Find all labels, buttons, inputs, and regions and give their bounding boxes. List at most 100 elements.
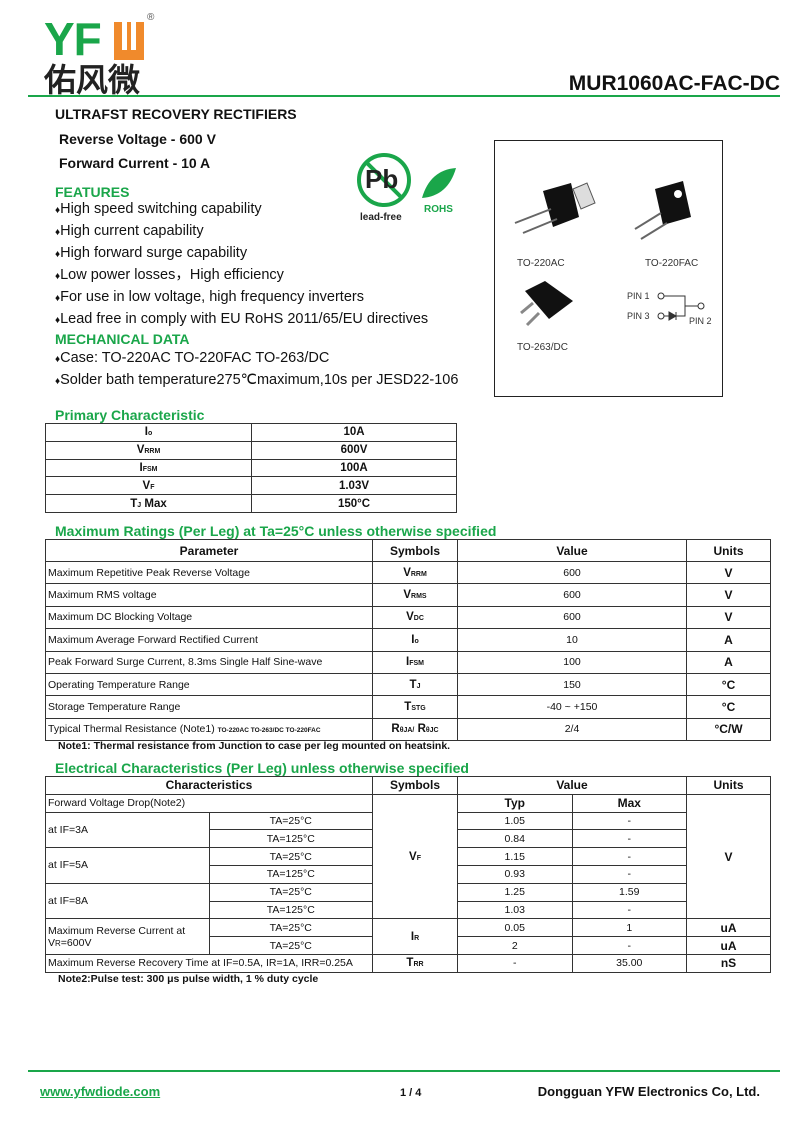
characteristic: Maximum Reverse Current at VR=600V xyxy=(45,918,210,955)
unit: uA xyxy=(686,918,771,938)
symbol: VF xyxy=(142,479,155,492)
table-row: TA=125°C 0.93- xyxy=(46,864,771,884)
symbol: VF xyxy=(409,850,421,863)
pin-label: PIN 1 xyxy=(627,291,650,301)
table-row: Maximum RMS voltage VRMS 600 V xyxy=(45,583,771,607)
column-header: Typ xyxy=(457,793,573,813)
symbol: Io xyxy=(144,426,153,439)
pkg-label: TO-220AC xyxy=(517,258,565,269)
typ-value: 1.15 xyxy=(457,847,573,866)
product-title: ULTRAFST RECOVERY RECTIFIERS xyxy=(55,106,297,122)
forward-current: Forward Current - 10 A xyxy=(59,155,211,171)
pin-diagram-icon xyxy=(657,292,705,321)
column-header: Units xyxy=(686,776,771,795)
table-row: Peak Forward Surge Current, 8.3ms Single… xyxy=(45,650,771,674)
pb-free-icon xyxy=(357,153,456,207)
table-row: Maximum Reverse Current at VR=600V TA=25°… xyxy=(45,918,771,955)
temperature: TA=125°C xyxy=(208,829,373,849)
unit: A xyxy=(686,650,771,674)
unit: V xyxy=(686,583,771,607)
pkg-label: TO-263/DC xyxy=(517,342,568,353)
value: 10 xyxy=(457,628,687,652)
primary-title: Primary Characteristic xyxy=(55,407,205,423)
value: 2/4 xyxy=(457,717,687,742)
feature-item: ♦High forward surge capability xyxy=(55,245,248,261)
table-row: Io 10A xyxy=(45,423,457,442)
primary-characteristic-table: Io 10A VRRM 600V IFSM 100A VF 1.03V TJ Max 150°C xyxy=(45,423,457,513)
parameter: Maximum RMS voltage xyxy=(48,589,157,602)
max-value: 35.00 xyxy=(571,953,687,973)
table-row: IFSM 100A xyxy=(45,458,457,478)
website-link[interactable]: www.yfwdiode.com xyxy=(40,1084,161,1099)
table-row: VF 1.03V xyxy=(45,476,457,496)
symbol: RθJA/ xyxy=(391,723,415,736)
table-row: Typical Thermal Resistance (Note1) TO-22… xyxy=(45,717,771,742)
column-header: Value xyxy=(457,776,687,795)
max-value: - xyxy=(571,864,687,884)
temperature: TA=25°C xyxy=(208,918,373,938)
typ-value: - xyxy=(457,953,573,973)
table-row: TA=25°C 2- uA xyxy=(46,936,771,955)
table-row: at IF=8A TA=25°C 1.25 1.59 xyxy=(45,882,771,920)
header-divider xyxy=(28,95,780,97)
package-illustration-box: TO-220AC TO-220FAC TO-263/DC PIN 1 PIN 3… xyxy=(494,140,723,397)
column-header: Value xyxy=(457,539,687,562)
condition: at IF=5A xyxy=(45,847,210,884)
value: 150°C xyxy=(251,494,457,513)
pkg-label: TO-220FAC xyxy=(645,258,699,269)
table-row: Maximum Repetitive Peak Reverse Voltage V… xyxy=(45,560,771,585)
feature-item: ♦High current capability xyxy=(55,223,204,239)
value: 600 xyxy=(457,605,687,630)
footer-divider xyxy=(28,1070,780,1072)
max-value: 1.59 xyxy=(571,882,687,902)
reverse-voltage: Reverse Voltage - 600 V xyxy=(59,131,216,147)
note2: Note2:Pulse test: 300 μs pulse width, 1 … xyxy=(58,973,319,985)
table-header: Characteristics Symbols Value Units xyxy=(45,776,771,795)
symbol: IR xyxy=(410,930,420,943)
table-row: TA=125°C 1.03- xyxy=(46,900,771,920)
package-note: TO-220AC TO-263/DC TO-220FAC xyxy=(217,727,321,735)
symbol: VRMS xyxy=(403,589,427,602)
unit: V xyxy=(686,605,771,630)
symbol: TJ xyxy=(130,497,142,510)
value: -40 ~ +150 xyxy=(457,695,687,719)
pin-label: PIN 3 xyxy=(627,311,650,321)
symbol: IFSM xyxy=(406,656,424,669)
column-header: Symbols xyxy=(372,539,458,562)
table-row: Maximum Average Forward Rectified Curren… xyxy=(45,628,771,652)
symbol: VDC xyxy=(406,611,424,624)
column-header: Units xyxy=(686,539,771,562)
typ-value: 1.03 xyxy=(457,900,573,920)
mechanical-title: MECHANICAL DATA xyxy=(55,331,190,347)
page-number: 1 / 4 xyxy=(400,1087,422,1099)
company-name: Dongguan YFW Electronics Co, Ltd. xyxy=(537,1084,760,1099)
table-row: TJ Max 150°C xyxy=(45,494,457,513)
parameter: Peak Forward Surge Current, 8.3ms Single… xyxy=(48,656,323,669)
symbol: TRR xyxy=(406,957,424,970)
temperature: TA=125°C xyxy=(208,864,373,884)
unit: °C/W xyxy=(686,717,771,742)
column-header: Symbols xyxy=(372,776,458,795)
table-row: VRRM 600V xyxy=(45,440,457,460)
unit: nS xyxy=(686,953,771,973)
maximum-ratings-table: Parameter Symbols Value Units Maximum Repeti… xyxy=(45,539,771,742)
symbol-suffix: Max xyxy=(141,497,167,510)
table-header: Parameter Symbols Value Units xyxy=(45,539,771,562)
max-value: 1 xyxy=(571,918,687,938)
pin-label: PIN 2 xyxy=(689,316,712,326)
feature-item: ♦High speed switching capability xyxy=(55,201,262,217)
unit: uA xyxy=(686,936,771,955)
temperature: TA=25°C xyxy=(208,936,373,955)
package-drawings xyxy=(514,181,705,327)
mechanical-list: ♦Case: TO-220AC TO-220FAC TO-263/DC ♦Sold… xyxy=(55,348,458,392)
value: 600 xyxy=(457,560,687,585)
feature-item: ♦Low power losses，High efficiency xyxy=(55,267,284,283)
temperature: TA=25°C xyxy=(208,882,373,902)
value: 10A xyxy=(251,423,457,442)
symbol: IFSM xyxy=(139,461,158,474)
mechanical-item: ♦Solder bath temperature275℃maximum,10s … xyxy=(55,372,459,388)
symbol: VRRM xyxy=(403,566,427,579)
symbol: Io xyxy=(411,633,419,646)
parameter: Maximum Average Forward Rectified Curren… xyxy=(48,633,258,646)
typ-value: 0.84 xyxy=(457,829,573,849)
